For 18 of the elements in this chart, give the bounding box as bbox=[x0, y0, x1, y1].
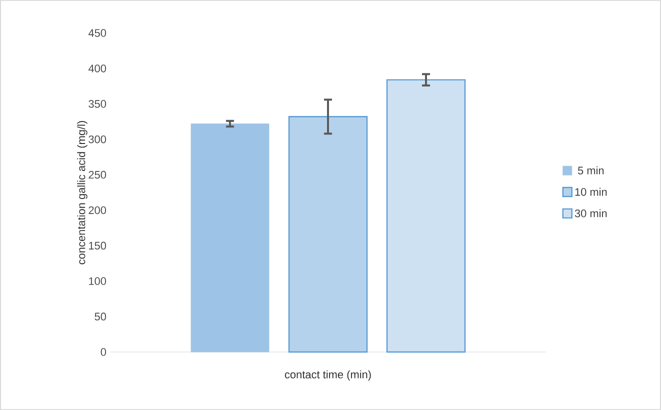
y-tick-label: 450 bbox=[88, 29, 106, 37]
bar bbox=[288, 116, 368, 353]
y-tick-label: 100 bbox=[89, 277, 106, 285]
y-tick-label: 250 bbox=[88, 170, 106, 179]
x-axis-title: contact time (min) bbox=[284, 370, 371, 381]
y-tick-label: 150 bbox=[89, 242, 106, 250]
bar bbox=[190, 124, 270, 352]
y-tick-label: 300 bbox=[88, 135, 106, 144]
y-tick-label: 400 bbox=[88, 64, 106, 72]
y-tick-label: 50 bbox=[94, 312, 106, 320]
legend-label: 5 min bbox=[578, 166, 604, 174]
legend-label: 10 min bbox=[575, 188, 607, 196]
y-tick-label: 350 bbox=[88, 100, 106, 108]
legend-label: 30 min bbox=[574, 209, 607, 218]
bar bbox=[386, 79, 466, 353]
y-tick-label: 0 bbox=[100, 348, 106, 356]
y-axis-title: concentation gallic acid (mg/l) bbox=[77, 121, 88, 264]
y-tick-label: 200 bbox=[88, 206, 106, 214]
